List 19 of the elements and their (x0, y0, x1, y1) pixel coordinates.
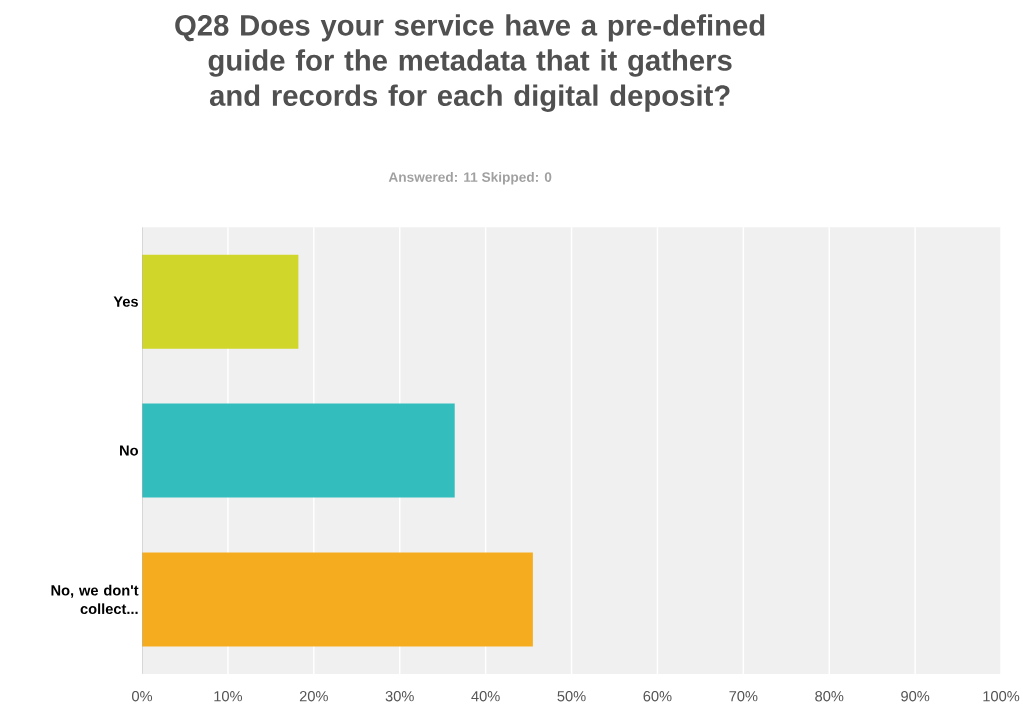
x-tick-label: 100% (983, 691, 1020, 702)
y-tick-label: No (120, 445, 139, 456)
x-tick-label: 50% (557, 691, 586, 702)
bar (142, 254, 299, 349)
x-tick-label: 40% (471, 691, 500, 702)
chart-title: Q28 Does your service have a pre-defined guide for the metadata that it gathers and records for each digital deposit? (175, 14, 765, 112)
x-tick-label: 20% (299, 691, 328, 702)
x-tick-label: 70% (729, 691, 758, 702)
x-tick-label: 10% (214, 691, 243, 702)
chart-subtitle: Answered: 11 Skipped: 0 (388, 171, 552, 185)
x-tick-label: 30% (385, 691, 414, 702)
y-tick-label: Yes (113, 296, 138, 307)
x-tick-label: 0% (132, 691, 153, 702)
bar (142, 552, 533, 647)
x-tick-label: 80% (815, 691, 844, 702)
x-tick-label: 60% (643, 691, 672, 702)
y-tick-label: No, we don't collect... (51, 584, 139, 615)
bar (142, 403, 455, 498)
x-tick-label: 90% (901, 691, 930, 702)
